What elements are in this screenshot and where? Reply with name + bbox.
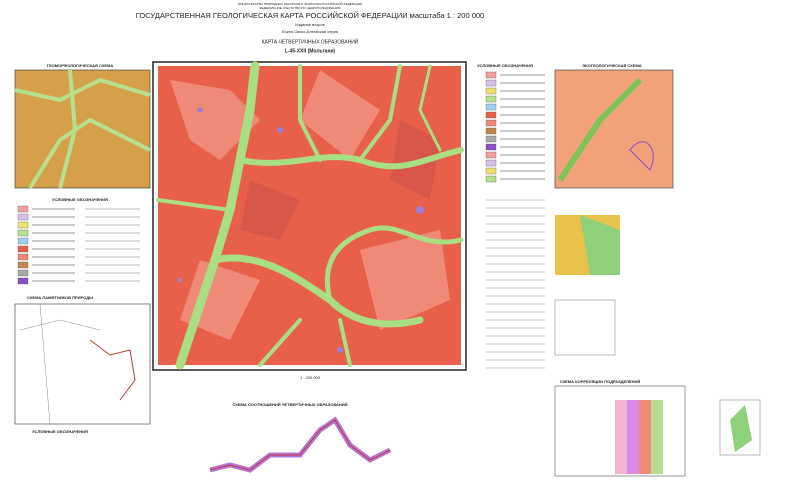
nature-title: СХЕМА ПАМЯТНИКОВ ПРИРОДЫ xyxy=(27,295,93,300)
legend-swatch xyxy=(485,111,497,119)
main-legend xyxy=(485,71,545,369)
agency: ФЕДЕРАЛЬНОЕ АГЕНТСТВО ПО НЕДРОПОЛЬЗОВАНИ… xyxy=(259,6,341,10)
correlation-table xyxy=(554,385,686,477)
scale: 1 : 200 000 xyxy=(300,375,321,380)
legend-swatch xyxy=(17,205,29,213)
legend-swatch xyxy=(17,261,29,269)
nature-map xyxy=(14,303,151,425)
legend-swatch xyxy=(485,151,497,159)
legend-swatch xyxy=(485,167,497,175)
legend-swatch xyxy=(485,127,497,135)
sheet: L-45-XXII (Мольгани) xyxy=(285,48,336,54)
legend-swatch xyxy=(485,175,497,183)
profile xyxy=(209,416,392,473)
eco-map xyxy=(554,69,674,189)
geomorph-title: ГЕОМОРФОЛОГИЧЕСКАЯ СХЕМА xyxy=(47,63,114,68)
legend-swatch xyxy=(17,237,29,245)
legend-swatch xyxy=(485,95,497,103)
series: Южно-Окско-Алтайская серия xyxy=(282,29,338,34)
legend-swatch xyxy=(485,119,497,127)
left-legend xyxy=(17,205,140,285)
legend-swatch xyxy=(485,87,497,95)
geology-insets xyxy=(554,215,761,456)
edition: Издание второе xyxy=(295,22,325,27)
legend-swatch xyxy=(17,245,29,253)
legend-swatch xyxy=(485,71,497,79)
main-map xyxy=(152,61,467,371)
legend-swatch xyxy=(17,277,29,285)
title: ГОСУДАРСТВЕННАЯ ГЕОЛОГИЧЕСКАЯ КАРТА РОСС… xyxy=(136,11,484,20)
left-legend-title: УСЛОВНЫЕ ОБОЗНАЧЕНИЯ xyxy=(52,197,108,202)
map-title: КАРТА ЧЕТВЕРТИЧНЫХ ОБРАЗОВАНИЙ xyxy=(262,37,359,45)
legend-swatch xyxy=(17,221,29,229)
legend-swatch xyxy=(17,269,29,277)
legend-swatch xyxy=(485,159,497,167)
legend-swatch xyxy=(17,229,29,237)
legend-swatch xyxy=(485,135,497,143)
geomorph-map xyxy=(14,69,151,190)
bottom-legend-title: УСЛОВНЫЕ ОБОЗНАЧЕНИЯ xyxy=(32,429,88,434)
legend-swatch xyxy=(485,143,497,151)
legend-swatch xyxy=(485,103,497,111)
legend-swatch xyxy=(485,79,497,87)
legend-swatch xyxy=(17,253,29,261)
main-legend-title: УСЛОВНЫЕ ОБОЗНАЧЕНИЯ xyxy=(477,63,533,68)
ministry: МИНИСТЕРСТВО ПРИРОДНЫХ РЕСУРСОВ И ЭКОЛОГ… xyxy=(238,2,362,6)
legend-swatch xyxy=(17,213,29,221)
profile-title: СХЕМА СООТНОШЕНИЙ ЧЕТВЕРТИЧНЫХ ОБРАЗОВАН… xyxy=(232,402,347,407)
correlation-title: СХЕМА КОРРЕЛЯЦИИ ПОДРАЗДЕЛЕНИЙ xyxy=(560,379,641,384)
eco-title: ЭКОГЕОЛОГИЧЕСКАЯ СХЕМА xyxy=(582,63,641,68)
